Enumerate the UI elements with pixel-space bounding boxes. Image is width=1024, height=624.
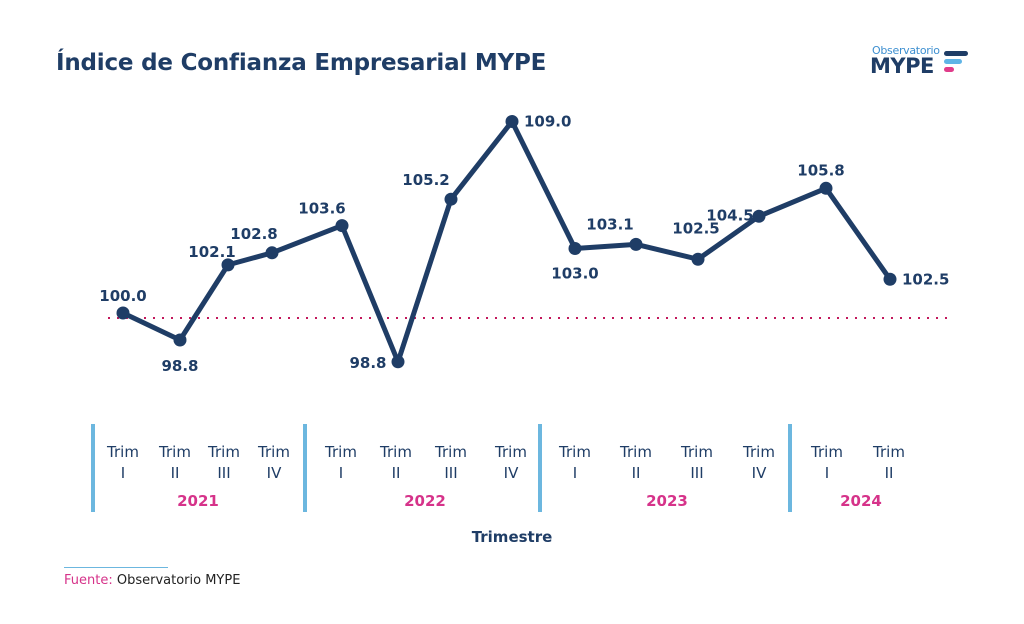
data-label: 102.8 [230, 225, 277, 243]
data-point [505, 115, 519, 128]
data-label: 103.0 [551, 265, 598, 283]
logo-bar-icon [944, 59, 962, 64]
source-label: Fuente: [64, 573, 113, 588]
data-label: 109.0 [524, 113, 571, 131]
data-label: 102.5 [902, 270, 949, 288]
data-label: 98.8 [349, 354, 386, 372]
logo-top-text: Observatorio [872, 44, 940, 57]
data-point [752, 209, 766, 223]
source-divider [64, 567, 168, 568]
data-point [221, 258, 235, 272]
source-note: Fuente: Observatorio MYPE [64, 573, 240, 588]
source-text: Observatorio MYPE [112, 573, 241, 588]
data-label: 103.6 [298, 200, 345, 218]
data-point [265, 246, 279, 260]
data-label: 105.8 [797, 161, 844, 179]
data-label: 105.2 [402, 171, 449, 189]
data-point [335, 219, 349, 233]
data-label: 102.5 [672, 219, 719, 237]
logo-bar-icon [944, 51, 968, 56]
data-label: 100.0 [99, 287, 146, 305]
data-label: 98.8 [161, 357, 198, 375]
data-point [444, 192, 458, 206]
data-label: 103.1 [586, 215, 633, 233]
chart-title: Índice de Confianza Empresarial MYPE [56, 50, 547, 76]
data-point [173, 333, 187, 347]
data-point [883, 272, 897, 286]
logo-bar-icon [944, 67, 954, 72]
data-point [116, 306, 130, 320]
data-point [629, 237, 643, 251]
series-line [121, 119, 893, 365]
logo-main-text: MYPE [870, 54, 934, 78]
observatorio-mype-logo: Observatorio MYPE [866, 44, 976, 80]
data-point [819, 181, 833, 195]
data-point [391, 355, 405, 369]
data-points [116, 115, 897, 369]
data-label: 102.1 [188, 243, 235, 261]
data-label: 104.5 [706, 206, 753, 224]
x-axis-title: Trimestre [471, 528, 553, 546]
data-point [568, 242, 582, 255]
data-point [691, 252, 705, 266]
